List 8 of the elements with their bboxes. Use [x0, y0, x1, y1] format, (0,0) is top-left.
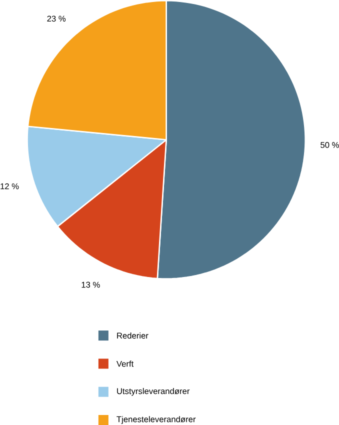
legend-label: Verft — [116, 360, 134, 367]
data-label: 50 % — [320, 142, 339, 148]
legend-label: Rederier — [117, 332, 148, 339]
data-label: 23 % — [47, 16, 66, 22]
data-label: 12 % — [0, 183, 19, 190]
legend-label: Tjenesteleverandører — [116, 416, 196, 424]
data-label: 13 % — [82, 282, 100, 288]
legend-label: Utstyrsleverandører — [116, 388, 190, 396]
